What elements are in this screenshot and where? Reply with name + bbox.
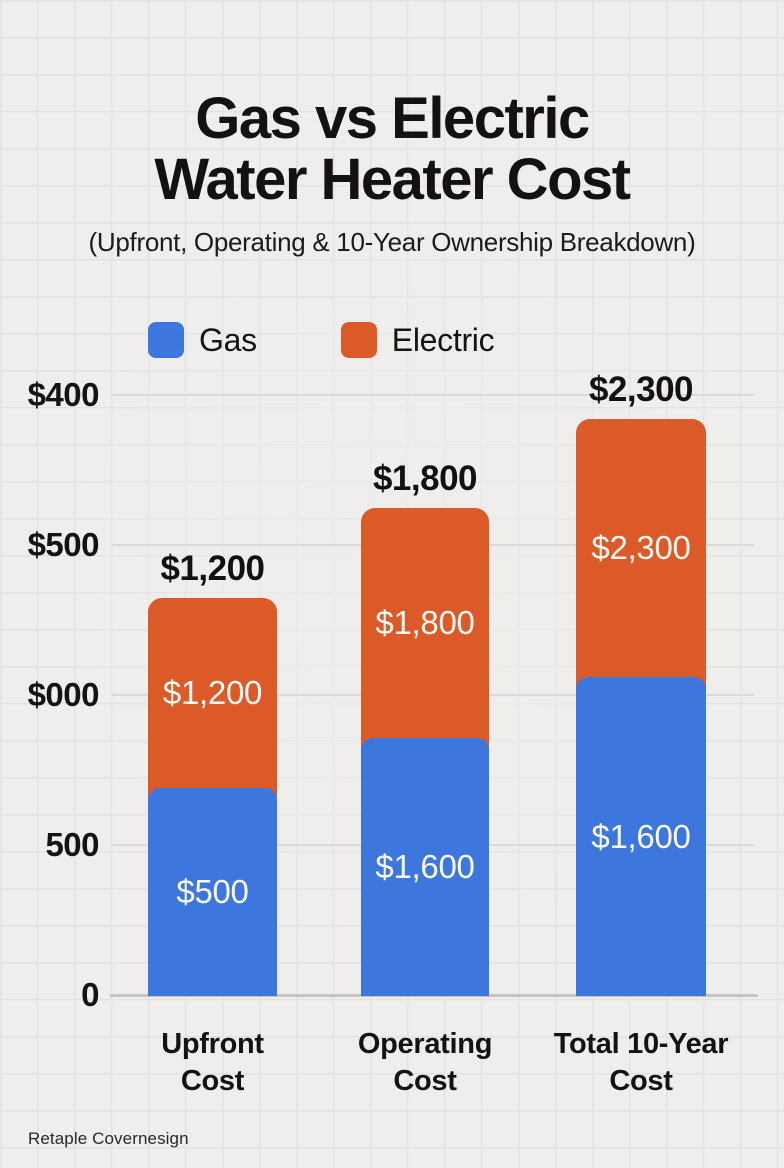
x-axis-label-line: Upfront [161, 1028, 264, 1060]
x-axis-label: Operating Cost [357, 1026, 493, 1100]
footer-credit: Retaple Covernesign [28, 1129, 189, 1148]
legend-swatch-gas [148, 322, 184, 358]
legend-item-electric: Electric [340, 321, 495, 359]
bar-segment-label-electric: $1,800 [375, 604, 475, 641]
chart-subtitle: (Upfront, Operating & 10-Year Ownership … [88, 227, 696, 257]
y-axis-label: 0 [81, 976, 99, 1013]
x-axis-label-line: Cost [180, 1065, 245, 1097]
bar-total-label: $1,200 [160, 549, 265, 588]
bar-segment-label-gas: $1,600 [375, 848, 475, 885]
y-axis-label: 500 [45, 826, 99, 863]
x-axis-label: Upfront Cost [161, 1026, 264, 1100]
bar-total-label: $1,800 [372, 459, 478, 498]
legend: Gas Electric [148, 321, 495, 359]
x-axis-label-line: Operating [357, 1028, 493, 1060]
x-axis-label-line: Cost [393, 1065, 457, 1097]
chart-header: Gas vs Electric Water Heater Cost (Upfron… [0, 88, 784, 258]
chart-title-line1: Gas vs Electric [195, 86, 590, 151]
chart-title: Gas vs Electric Water Heater Cost [0, 88, 784, 210]
bar-total-label: $2,300 [588, 370, 694, 409]
legend-label-gas: Gas [199, 321, 257, 358]
bar-segment-label-electric: $2,300 [591, 529, 691, 566]
y-axis-label: $400 [27, 376, 100, 413]
x-axis-label-line: Total 10-Year [553, 1028, 729, 1060]
bar-segment-label-gas: $500 [176, 873, 249, 910]
legend-label-electric: Electric [391, 321, 495, 358]
bar-segment-label-gas: $1,600 [591, 817, 691, 855]
chart-title-line2: Water Heater Cost [154, 147, 631, 212]
y-axis-label: $500 [27, 526, 100, 563]
legend-item-gas: Gas [148, 322, 257, 359]
x-axis-label-line: Cost [609, 1065, 673, 1097]
bar-segment-label-electric: $1,200 [162, 674, 263, 711]
y-axis-label: $000 [27, 676, 100, 713]
legend-swatch-electric [340, 322, 377, 358]
x-axis-label: Total 10-Year Cost [553, 1026, 729, 1100]
